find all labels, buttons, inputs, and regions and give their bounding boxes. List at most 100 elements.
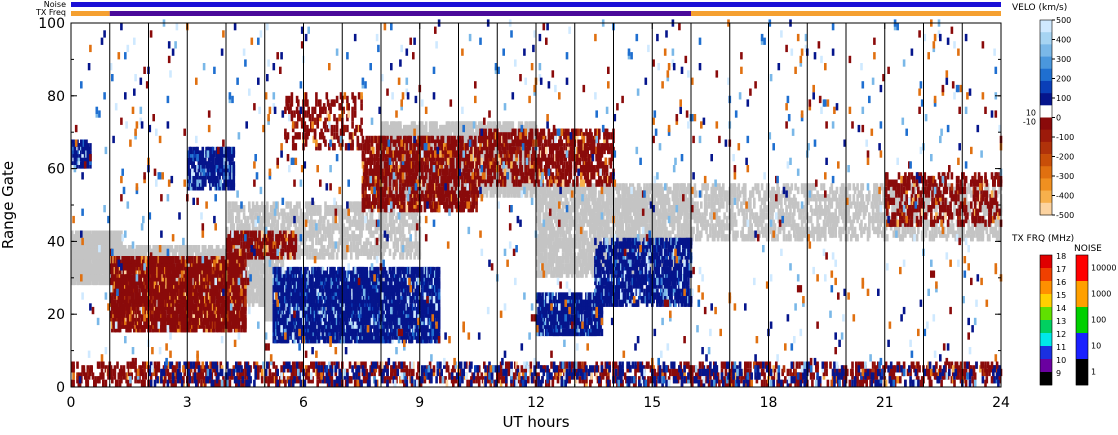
echo-cell — [73, 256, 77, 264]
echo-cell — [113, 230, 117, 238]
echo-cell — [561, 201, 565, 209]
noise-bar-label: Noise — [44, 0, 66, 9]
echo-cell — [98, 248, 101, 256]
echo-cell — [140, 245, 144, 253]
echo-cell — [153, 248, 157, 256]
echo-cell — [578, 190, 582, 198]
echo-cell — [548, 186, 552, 195]
echo-cell — [567, 256, 570, 264]
echo-cell — [120, 245, 123, 253]
echo-cell — [73, 234, 77, 242]
echo-cell — [164, 245, 167, 253]
echo-cell — [89, 274, 92, 282]
echo-cell — [195, 245, 198, 253]
echo-cell — [174, 248, 177, 256]
echo-cell — [222, 248, 225, 256]
echo-cell — [545, 248, 548, 256]
echo-cell — [197, 245, 201, 253]
echo-cell — [258, 263, 261, 271]
echo-cell — [260, 274, 264, 282]
echo-cell — [104, 266, 108, 275]
echo-cell — [170, 245, 174, 253]
echo-cell — [590, 248, 593, 256]
echo-cell — [257, 270, 260, 278]
echo-cell — [415, 124, 419, 133]
echo-cell — [577, 270, 580, 278]
echo-scatter — [71, 19, 1003, 387]
echo-cell — [104, 230, 108, 238]
echo-cell — [585, 230, 588, 238]
echo-cell — [152, 245, 155, 253]
echo-cell — [555, 270, 558, 278]
echo-cell — [545, 230, 548, 238]
echo-cell — [543, 183, 547, 191]
echo-cell — [267, 256, 270, 264]
echo-cell — [89, 230, 92, 238]
echo-cell — [527, 183, 530, 191]
echo-cell — [258, 256, 261, 264]
echo-cell — [268, 270, 272, 278]
txfreq-bar-label: TX Freq — [35, 8, 66, 17]
noise-status-bar — [71, 2, 1001, 7]
echo-cell — [120, 237, 123, 246]
echo-cell — [222, 245, 225, 253]
echo-cell — [71, 230, 74, 238]
echo-cell — [258, 285, 261, 293]
echo-cell — [489, 121, 493, 129]
txfreq-segment — [71, 11, 110, 16]
echo-cell — [210, 245, 214, 253]
echo-cell — [198, 252, 202, 260]
echo-cell — [82, 256, 86, 264]
echo-cell — [249, 296, 252, 304]
echo-cell — [120, 230, 123, 238]
echo-cell — [552, 256, 556, 264]
echo-cell — [175, 245, 179, 253]
echo-cell — [98, 237, 101, 246]
echo-cell — [191, 248, 194, 256]
txfreq-segment — [109, 11, 691, 16]
echo-cell — [511, 121, 515, 129]
echo-cell — [124, 245, 127, 253]
echo-cell — [260, 259, 264, 267]
echo-cell — [82, 248, 86, 256]
echo-cell — [583, 186, 587, 195]
echo-cell — [248, 288, 251, 296]
echo-cell — [73, 266, 77, 275]
echo-cell — [82, 263, 86, 271]
echo-cell — [424, 121, 428, 129]
echo-cell — [266, 266, 269, 275]
echo-cell — [104, 248, 108, 256]
echo-cell — [508, 183, 512, 191]
echo-cell — [435, 121, 438, 129]
txfreq-status-bar — [71, 11, 1001, 16]
echo-cell — [273, 263, 277, 271]
echo-cell — [258, 292, 261, 300]
echo-cell — [577, 252, 580, 260]
echo-cell — [267, 274, 270, 282]
echo-cell — [525, 121, 529, 129]
echo-cell — [554, 201, 557, 209]
echo-cell — [105, 248, 109, 256]
echo-cell — [545, 256, 548, 264]
echo-cell — [189, 245, 193, 253]
echo-cell — [131, 248, 135, 256]
echo-cell — [269, 285, 273, 293]
echo-cell — [569, 248, 573, 256]
echo-cell — [104, 274, 108, 282]
echo-cell — [211, 248, 215, 256]
echo-cell — [118, 252, 122, 260]
echo-cell — [561, 252, 565, 260]
echo-cell — [113, 248, 117, 256]
echo-cell — [89, 245, 92, 253]
echo-cell — [89, 256, 92, 264]
echo-cell — [121, 245, 124, 253]
echo-cell — [260, 266, 264, 275]
echo-cell — [98, 270, 101, 278]
echo-cell — [601, 230, 605, 238]
echo-cell — [82, 230, 86, 238]
echo-cell — [267, 285, 270, 293]
echo-cell — [127, 248, 131, 256]
echo-cell — [249, 266, 252, 275]
echo-cell — [267, 292, 270, 300]
